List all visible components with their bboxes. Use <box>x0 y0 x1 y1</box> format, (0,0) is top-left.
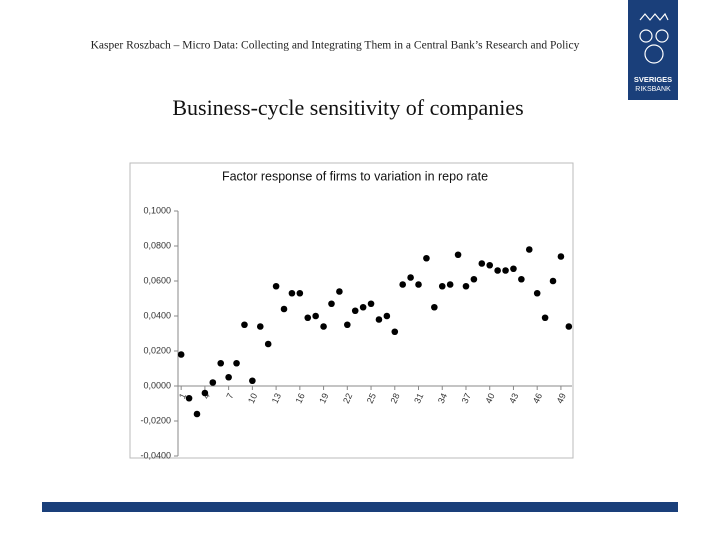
y-tick-label: -0,0400 <box>140 450 171 460</box>
x-tick-label: 22 <box>341 392 354 405</box>
point <box>280 305 288 313</box>
point <box>462 282 470 290</box>
point <box>328 300 335 308</box>
point <box>344 321 351 329</box>
y-tick-label: 0,0800 <box>143 240 171 250</box>
point <box>320 323 327 330</box>
x-tick-label: 40 <box>483 392 496 405</box>
point <box>533 289 541 297</box>
point <box>217 359 225 367</box>
point <box>249 377 256 385</box>
point <box>446 281 454 288</box>
y-tick-label: -0,0200 <box>140 415 171 425</box>
logo-text: RIKSBANK <box>635 86 671 93</box>
x-tick-label: 46 <box>531 392 544 405</box>
y-tick-label: 0,0000 <box>143 380 171 390</box>
point <box>549 277 557 285</box>
point <box>541 314 549 322</box>
y-tick-label: 0,0600 <box>143 275 171 285</box>
point <box>565 323 573 330</box>
point <box>525 246 533 253</box>
point <box>454 251 462 259</box>
point <box>486 261 494 269</box>
point <box>177 351 185 358</box>
point <box>470 275 478 283</box>
point <box>438 282 446 290</box>
slide-title: Business-cycle sensitivity of companies <box>172 95 523 120</box>
logo-text: SVERIGES <box>634 75 672 84</box>
point <box>494 267 501 274</box>
chart-frame <box>129 162 574 459</box>
point <box>383 312 391 320</box>
x-tick-label: 37 <box>460 392 473 405</box>
x-tick-label: 28 <box>388 392 401 405</box>
point <box>312 312 319 320</box>
point <box>193 410 201 418</box>
point <box>185 394 193 402</box>
point <box>304 314 312 322</box>
point <box>359 303 367 311</box>
point <box>423 254 430 262</box>
point <box>391 328 399 336</box>
y-tick-label: 0,1000 <box>143 205 171 215</box>
x-tick-label: 4 <box>201 392 212 401</box>
point <box>272 282 280 290</box>
point <box>201 389 209 397</box>
point <box>351 307 359 315</box>
point <box>336 288 343 295</box>
point <box>209 379 217 386</box>
point <box>431 303 438 311</box>
x-tick-label: 25 <box>365 392 378 405</box>
point <box>256 323 264 330</box>
point <box>264 340 272 348</box>
x-tick-label: 49 <box>555 392 568 405</box>
header: Kasper Roszbach – Micro Data: Collecting… <box>91 40 580 52</box>
y-tick-label: 0,0200 <box>143 345 171 355</box>
point <box>399 281 406 288</box>
point <box>241 321 248 329</box>
x-tick-label: 16 <box>294 392 307 405</box>
x-tick-label: 7 <box>224 392 235 401</box>
point <box>510 265 517 273</box>
point <box>375 316 383 323</box>
x-tick-label: 43 <box>507 392 520 405</box>
x-tick-label: 31 <box>412 392 425 405</box>
logo-emblem <box>639 12 669 64</box>
x-tick-label: 13 <box>270 392 283 405</box>
x-tick-label: 1 <box>177 392 188 401</box>
point <box>557 253 565 260</box>
footer-bar <box>42 502 678 512</box>
x-tick-label: 10 <box>246 392 259 405</box>
point <box>478 260 486 267</box>
point <box>518 275 525 283</box>
point <box>296 289 304 297</box>
y-tick-label: 0,0400 <box>143 310 171 320</box>
point <box>233 359 240 367</box>
point <box>415 281 422 288</box>
chart-title: Factor response of firms to variation in… <box>222 169 488 183</box>
point <box>367 300 375 308</box>
point <box>288 289 296 297</box>
point <box>502 267 509 274</box>
x-tick-label: 19 <box>317 392 330 405</box>
point <box>407 274 414 281</box>
x-tick-label: 34 <box>436 392 449 405</box>
point <box>225 373 232 381</box>
